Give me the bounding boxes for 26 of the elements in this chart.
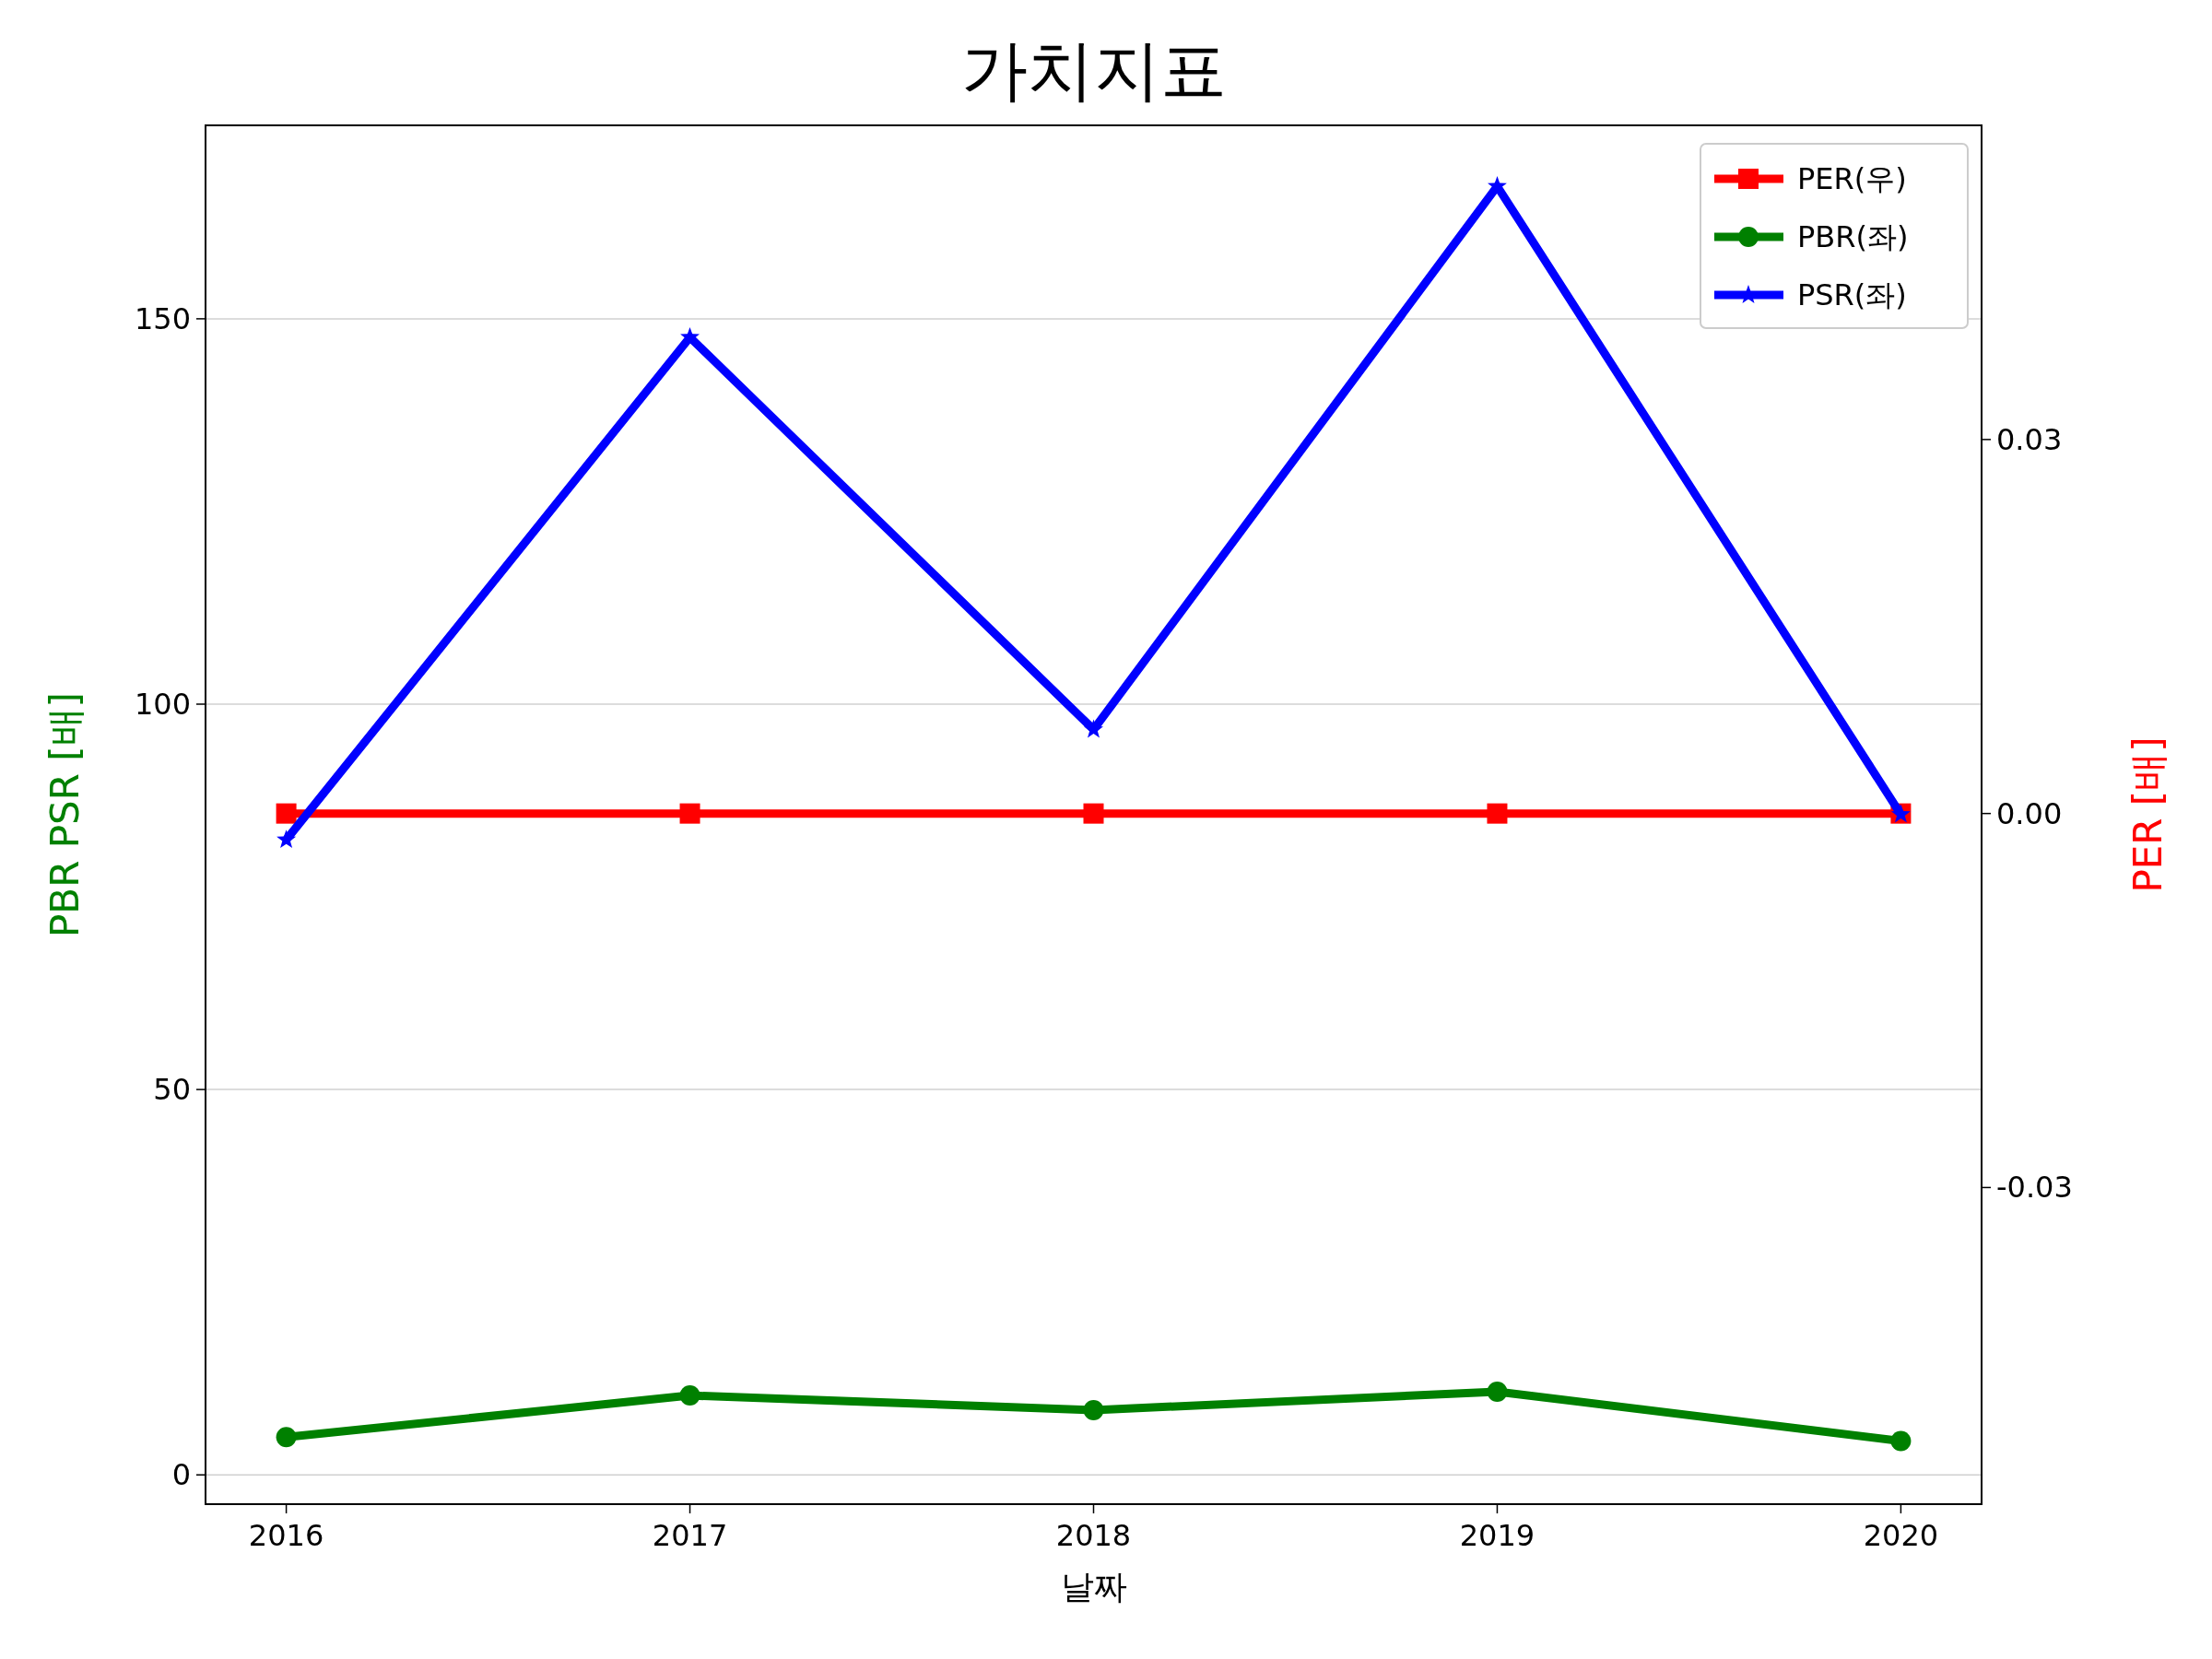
- y2-tick-label: 0.00: [1996, 795, 2063, 831]
- y2-axis-title: PER [배]: [2125, 736, 2171, 893]
- legend-label: PER(우): [1797, 161, 1907, 196]
- y-axis-title: PBR PSR [배]: [42, 692, 88, 937]
- x-tick-label: 2019: [1459, 1518, 1535, 1553]
- point: [1487, 1381, 1508, 1402]
- point: [1083, 1399, 1104, 1420]
- x-tick-label: 2017: [652, 1518, 728, 1553]
- x-tick-label: 2020: [1863, 1518, 1939, 1553]
- y-tick-label: 0: [171, 1457, 191, 1493]
- y2-tick-label: 0.03: [1996, 421, 2063, 457]
- y-tick-label: 50: [153, 1072, 191, 1108]
- x-axis-title: 날짜: [1060, 1568, 1127, 1606]
- point: [679, 1385, 700, 1406]
- y-tick-label: 100: [134, 687, 191, 722]
- point: [1084, 719, 1103, 738]
- point: [1890, 1430, 1912, 1452]
- y-tick-label: 150: [134, 300, 191, 336]
- chart-title: 가치지표: [960, 31, 1227, 109]
- y2-tick-label: -0.03: [1996, 1170, 2073, 1206]
- x-tick-label: 2016: [248, 1518, 324, 1553]
- point: [276, 1427, 297, 1448]
- legend-label: PSR(좌): [1797, 277, 1907, 312]
- point: [276, 830, 297, 849]
- legend-label: PBR(좌): [1797, 219, 1909, 254]
- x-tick-label: 2018: [1055, 1518, 1132, 1553]
